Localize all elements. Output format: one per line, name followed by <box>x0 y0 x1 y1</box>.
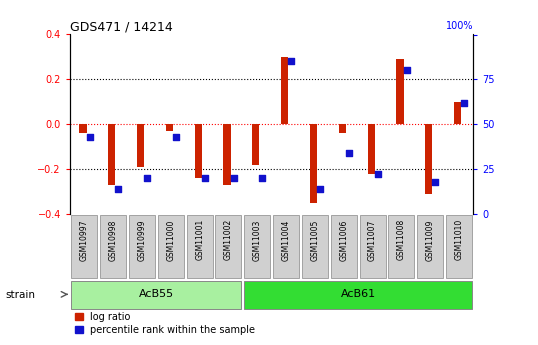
Point <box>172 134 180 139</box>
Bar <box>79 124 87 133</box>
Text: GSM11005: GSM11005 <box>310 219 320 260</box>
Point <box>85 134 94 139</box>
Bar <box>281 57 288 124</box>
Bar <box>339 124 346 133</box>
Text: AcB55: AcB55 <box>139 289 174 299</box>
Bar <box>100 215 126 278</box>
Bar <box>244 281 472 309</box>
Point <box>114 186 123 191</box>
Point <box>431 179 440 184</box>
Bar <box>273 215 299 278</box>
Bar <box>129 215 155 278</box>
Text: strain: strain <box>5 290 36 300</box>
Bar <box>302 215 328 278</box>
Text: GSM10998: GSM10998 <box>109 219 118 260</box>
Text: AcB61: AcB61 <box>341 289 376 299</box>
Text: GSM11010: GSM11010 <box>455 219 464 260</box>
Bar <box>388 215 414 278</box>
Bar <box>252 124 259 165</box>
Bar <box>331 215 357 278</box>
Point <box>345 150 353 156</box>
Bar <box>425 124 433 194</box>
Bar <box>187 215 213 278</box>
Bar <box>195 124 202 178</box>
Bar <box>454 102 461 124</box>
Bar <box>244 215 270 278</box>
Point <box>229 175 238 181</box>
Bar <box>417 215 443 278</box>
Text: GSM10997: GSM10997 <box>80 219 89 260</box>
Point <box>402 68 411 73</box>
Point <box>316 186 324 191</box>
Bar <box>359 215 386 278</box>
Text: 100%: 100% <box>446 21 473 31</box>
Text: GSM11006: GSM11006 <box>339 219 348 260</box>
Point <box>373 172 382 177</box>
Point <box>258 175 267 181</box>
Bar <box>137 124 144 167</box>
Bar <box>367 124 375 174</box>
Text: GSM11000: GSM11000 <box>166 219 175 260</box>
Point <box>143 175 152 181</box>
Bar <box>397 59 404 124</box>
Bar <box>216 215 242 278</box>
Point <box>460 100 469 106</box>
Bar <box>446 215 472 278</box>
Point <box>287 59 295 64</box>
Text: GSM11009: GSM11009 <box>426 219 435 260</box>
Bar <box>223 124 231 185</box>
Text: GSM11001: GSM11001 <box>195 219 204 260</box>
Bar <box>72 215 97 278</box>
Bar <box>166 124 173 131</box>
Bar <box>158 215 184 278</box>
Text: GSM11004: GSM11004 <box>281 219 291 260</box>
Text: GSM11002: GSM11002 <box>224 219 233 260</box>
Text: GSM10999: GSM10999 <box>138 219 146 260</box>
Text: GDS471 / 14214: GDS471 / 14214 <box>70 20 173 33</box>
Point <box>201 175 209 181</box>
Text: GSM11007: GSM11007 <box>368 219 377 260</box>
Text: GSM11003: GSM11003 <box>253 219 262 260</box>
Bar <box>108 124 115 185</box>
Text: GSM11008: GSM11008 <box>397 219 406 260</box>
Bar <box>72 281 242 309</box>
Bar <box>310 124 317 203</box>
Legend: log ratio, percentile rank within the sample: log ratio, percentile rank within the sa… <box>75 312 256 335</box>
